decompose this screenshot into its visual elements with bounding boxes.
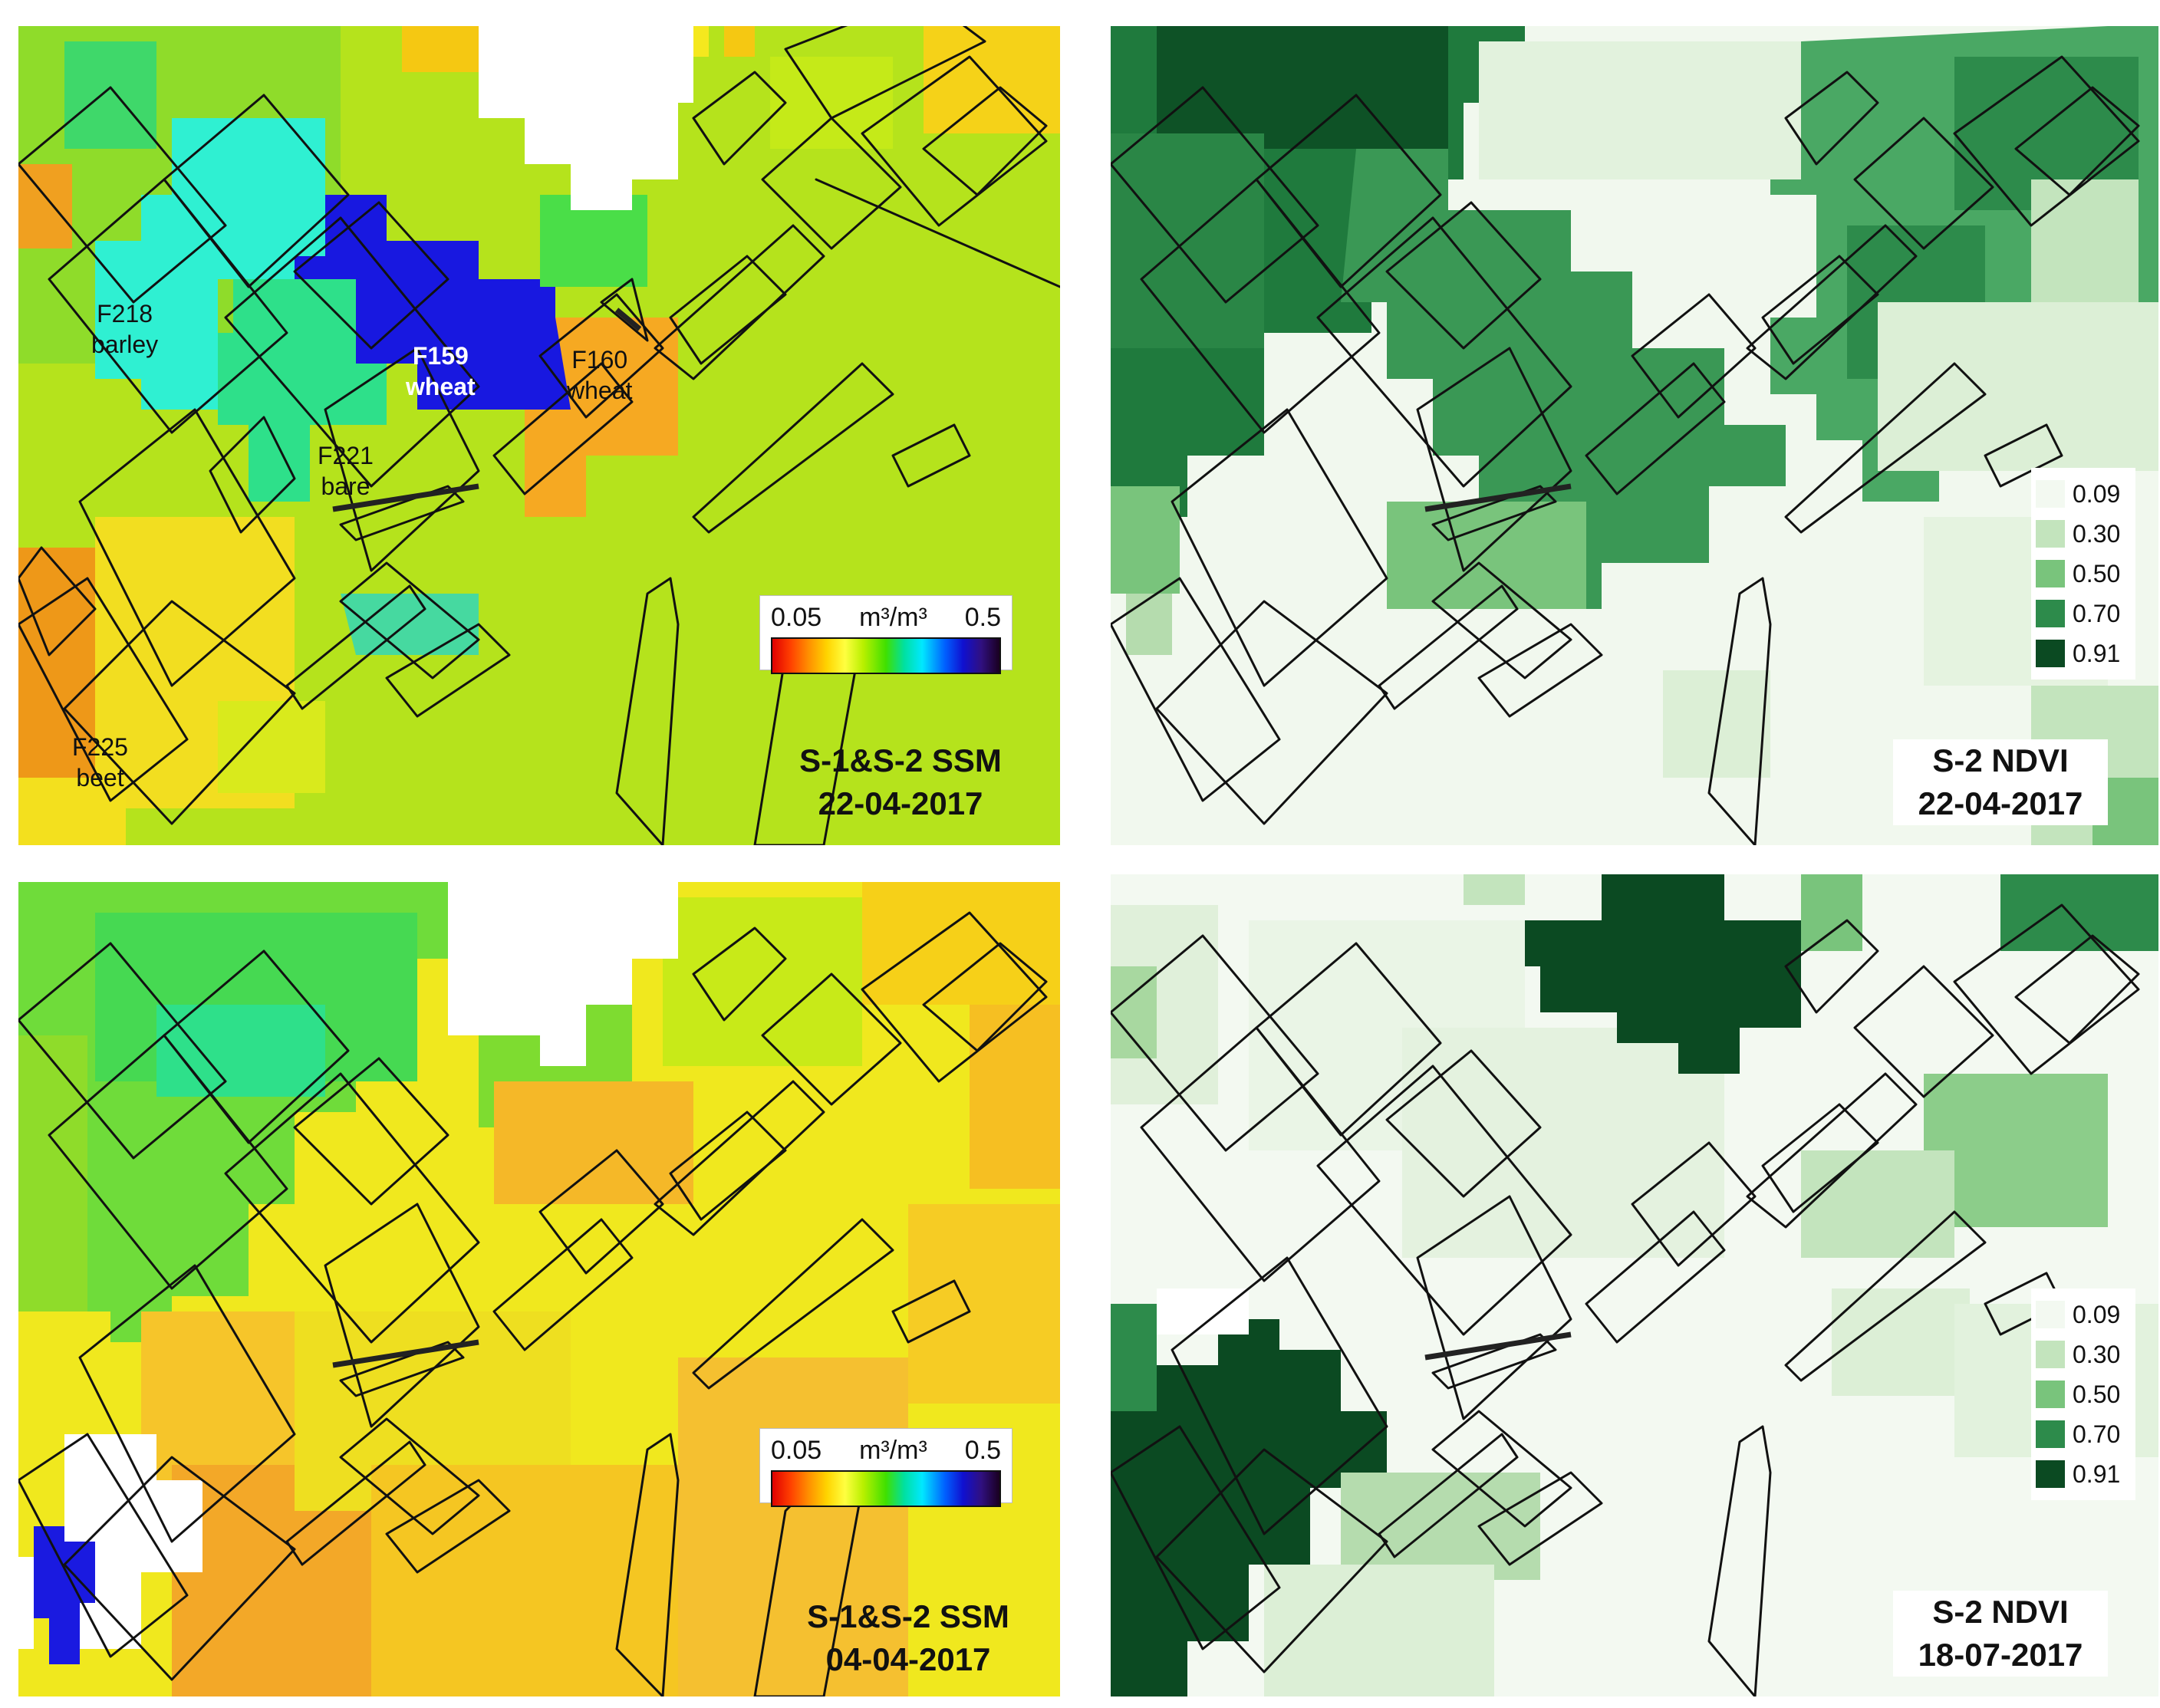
- legend-color-ramp: [771, 637, 1001, 674]
- ssm-raster-map: [18, 882, 1060, 1696]
- ndvi-map-panel-18-07: 0.09 0.30 0.50 0.70 0.91 S-2 NDVI 18-07-…: [1111, 874, 2158, 1696]
- legend-min: 0.05: [771, 603, 822, 632]
- ndvi-legend-row: 0.30: [2036, 1334, 2131, 1374]
- legend-swatch: [2036, 560, 2065, 587]
- legend-value: 0.50: [2073, 1380, 2121, 1408]
- ndvi-raster-map: [1111, 874, 2158, 1696]
- legend-swatch: [2036, 1460, 2065, 1488]
- panel-title-line1: S-1&S-2 SSM: [807, 1598, 1009, 1634]
- panel-title: S-1&S-2 SSM 22-04-2017: [770, 739, 1031, 825]
- panel-title-date: 04-04-2017: [825, 1641, 991, 1677]
- ssm-map-panel-22-04: F218 barley F159 wheat F160 wheat F221 b…: [18, 26, 1060, 845]
- ndvi-map-panel-22-04: 0.09 0.30 0.50 0.70 0.91 S-2 NDVI 22-04-…: [1111, 26, 2158, 845]
- legend-value: 0.30: [2073, 1340, 2121, 1368]
- legend-value: 0.50: [2073, 559, 2121, 587]
- field-crop: wheat: [567, 377, 633, 404]
- field-crop: bare: [321, 472, 370, 500]
- panel-title-line1: S-2 NDVI: [1932, 742, 2069, 778]
- ssm-raster-map: [18, 26, 1060, 845]
- ndvi-legend: 0.09 0.30 0.50 0.70 0.91: [2031, 1288, 2135, 1500]
- panel-title-line1: S-2 NDVI: [1932, 1594, 2069, 1630]
- field-crop: wheat: [406, 373, 476, 400]
- field-label-f160: F160 wheat: [567, 344, 632, 406]
- field-label-f225: F225 beet: [72, 732, 128, 793]
- ndvi-raster-map: [1111, 26, 2158, 845]
- field-crop: barley: [91, 331, 159, 358]
- field-id: F225: [72, 733, 128, 761]
- legend-swatch: [2036, 1420, 2065, 1448]
- ssm-map-panel-04-04: 0.05 m³/m³ 0.5 S-1&S-2 SSM 04-04-2017: [18, 882, 1060, 1696]
- legend-swatch: [2036, 1341, 2065, 1368]
- legend-value: 0.30: [2073, 519, 2121, 548]
- legend-min: 0.05: [771, 1436, 822, 1465]
- legend-swatch: [2036, 1301, 2065, 1328]
- field-id: F218: [97, 300, 153, 327]
- legend-swatch: [2036, 520, 2065, 548]
- ndvi-legend-row: 0.70: [2036, 594, 2131, 634]
- legend-max: 0.5: [964, 1436, 1001, 1465]
- ndvi-legend-row: 0.30: [2036, 514, 2131, 554]
- legend-value: 0.09: [2073, 1300, 2121, 1328]
- ndvi-legend-row: 0.09: [2036, 474, 2131, 514]
- ndvi-legend-row: 0.70: [2036, 1414, 2131, 1454]
- panel-title: S-2 NDVI 18-07-2017: [1893, 1591, 2108, 1677]
- legend-unit: m³/m³: [859, 1436, 927, 1465]
- ssm-colorbar-legend: 0.05 m³/m³ 0.5: [759, 1428, 1012, 1507]
- field-label-f221: F221 bare: [318, 440, 374, 502]
- field-crop: beet: [76, 764, 124, 791]
- field-id: F221: [318, 442, 374, 469]
- panel-title-date: 18-07-2017: [1918, 1637, 2083, 1673]
- ndvi-legend-row: 0.50: [2036, 554, 2131, 594]
- legend-unit: m³/m³: [859, 603, 927, 632]
- legend-value: 0.70: [2073, 599, 2121, 627]
- panel-title-date: 22-04-2017: [1918, 785, 2083, 821]
- field-label-f159: F159 wheat: [406, 341, 476, 402]
- panel-title: S-1&S-2 SSM 04-04-2017: [778, 1595, 1039, 1681]
- panel-title: S-2 NDVI 22-04-2017: [1893, 739, 2108, 825]
- legend-value: 0.09: [2073, 479, 2121, 508]
- legend-color-ramp: [771, 1470, 1001, 1507]
- legend-value: 0.91: [2073, 639, 2121, 667]
- field-id: F160: [571, 346, 628, 374]
- legend-max: 0.5: [964, 603, 1001, 632]
- ndvi-legend-row: 0.91: [2036, 634, 2131, 673]
- panel-title-date: 22-04-2017: [818, 785, 983, 821]
- panel-title-line1: S-1&S-2 SSM: [799, 742, 1002, 778]
- legend-swatch: [2036, 1381, 2065, 1408]
- legend-value: 0.70: [2073, 1420, 2121, 1448]
- legend-swatch: [2036, 600, 2065, 627]
- ndvi-legend-row: 0.50: [2036, 1374, 2131, 1414]
- field-id: F159: [412, 342, 469, 370]
- field-label-f218: F218 barley: [91, 298, 158, 360]
- ssm-colorbar-legend: 0.05 m³/m³ 0.5: [759, 595, 1012, 674]
- legend-value: 0.91: [2073, 1460, 2121, 1488]
- legend-swatch: [2036, 640, 2065, 667]
- ndvi-legend-row: 0.91: [2036, 1454, 2131, 1494]
- legend-swatch: [2036, 480, 2065, 508]
- ndvi-legend: 0.09 0.30 0.50 0.70 0.91: [2031, 468, 2135, 680]
- ndvi-legend-row: 0.09: [2036, 1295, 2131, 1334]
